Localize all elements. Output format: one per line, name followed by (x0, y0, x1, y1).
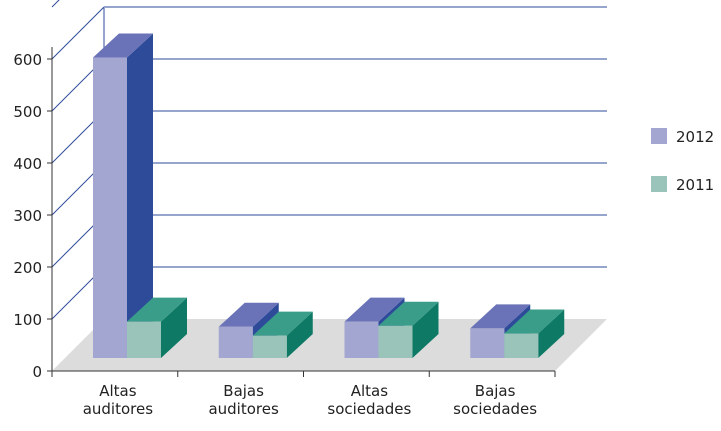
bar-top (344, 297, 405, 322)
x-tick-label-3-0: Bajas (475, 382, 516, 400)
x-tick-label-2-0: Altas (351, 382, 389, 400)
x-tick-label-2-1: sociedades (327, 400, 411, 418)
bars (93, 33, 565, 358)
x-tick-label-1-1: auditores (208, 400, 279, 418)
y-tick-label-200: 200 (13, 259, 42, 277)
bar-front (93, 57, 127, 358)
bar-top (252, 311, 313, 336)
y-tick-label-100: 100 (13, 311, 42, 329)
bar-top (93, 33, 153, 58)
x-tick-label-1-0: Bajas (223, 382, 264, 400)
bar-top (127, 297, 187, 322)
bar-2011-1 (252, 311, 313, 358)
bar-side (538, 309, 565, 358)
legend-swatch-2012 (651, 128, 667, 144)
bar-front (344, 321, 379, 358)
bar-top (218, 302, 279, 327)
x-tick-label-3-1: sociedades (453, 400, 537, 418)
bar-side (127, 33, 153, 358)
bar-front (252, 335, 287, 358)
bar-top (378, 301, 439, 326)
x-tick-label-0-1: auditores (83, 400, 154, 418)
bar-2011-2 (378, 301, 439, 358)
y-tick-label-300: 300 (13, 207, 42, 225)
legend-label-2011: 2011 (676, 176, 714, 194)
legend-swatch-2011 (651, 176, 667, 192)
y-tick-label-0: 0 (32, 363, 42, 381)
bar-front (378, 325, 413, 358)
bar-2011-3 (504, 309, 565, 358)
bar-2011-0 (127, 297, 187, 358)
bar-top (470, 304, 531, 329)
bar-front (127, 321, 161, 358)
chart-floor (52, 319, 607, 371)
bar-front (218, 326, 253, 358)
y-tick-label-400: 400 (13, 155, 42, 173)
x-tick-label-0-0: Altas (99, 382, 137, 400)
bar-top (504, 309, 565, 334)
y-tick-label-500: 500 (13, 103, 42, 121)
gridline-side-700 (51, 0, 60, 8)
bar-side (412, 301, 439, 358)
bar-2012-0 (93, 33, 153, 358)
gridline-side-600 (51, 6, 105, 60)
bar-front (470, 328, 505, 358)
bar-side (161, 297, 187, 358)
legend-label-2012: 2012 (676, 128, 714, 146)
bar-front (504, 333, 539, 358)
y-tick-label-600: 600 (13, 51, 42, 69)
bar-side (286, 311, 313, 358)
